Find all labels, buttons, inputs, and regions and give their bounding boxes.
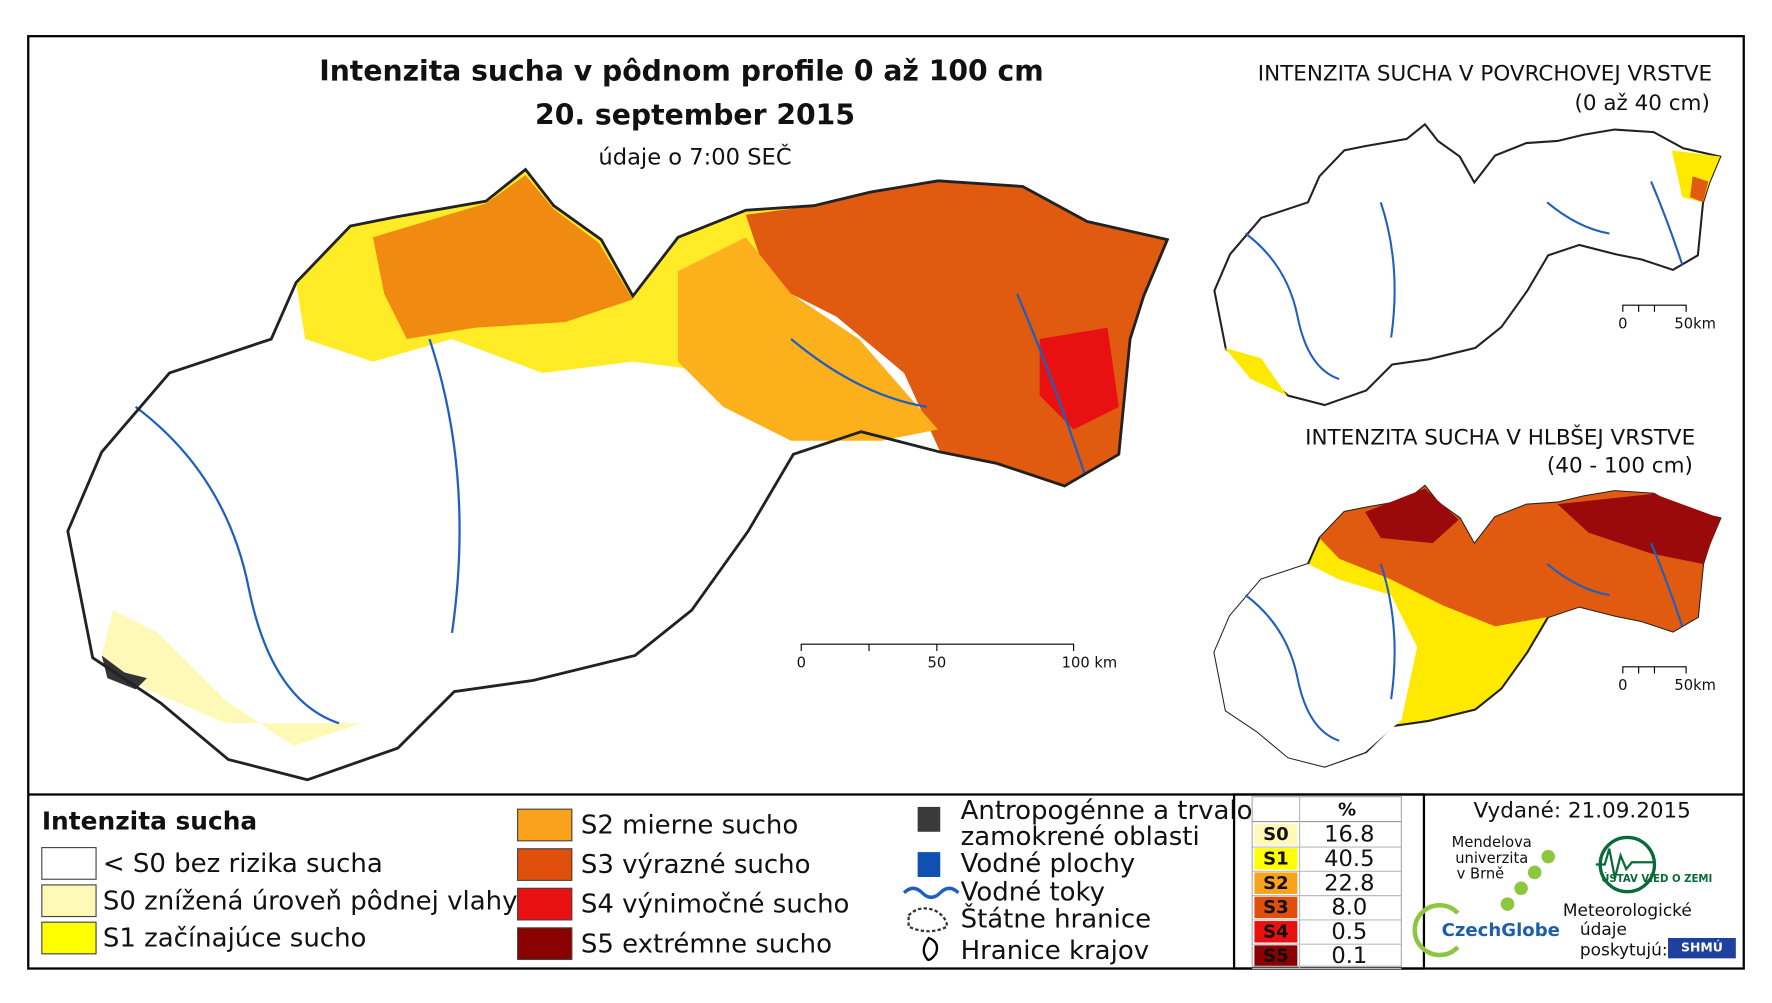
legend-label: S2 mierne sucho [581,811,798,841]
symbol-label: zamokrené oblasti [961,822,1200,852]
class-label: S4 [1263,921,1289,942]
symbol-icons [902,806,960,961]
provider-text: poskytujú: [1580,939,1668,959]
legend-label: S1 začínajúce sucho [103,924,367,954]
legend-swatch [41,921,97,955]
legend-label: S0 znížená úroveň pôdnej vlahy [103,886,518,916]
logo-text: univerzita [1455,850,1528,867]
legend-label: < S0 bez rizika sucha [103,849,383,879]
issued: Vydané: 21.09.2015 [1473,798,1690,823]
scale-label: 0 [1618,315,1627,332]
scale-label: 50 [928,654,947,671]
scale-label: 0 [797,654,806,671]
class-cell [1254,872,1298,894]
symbol-label: Vodné toky [961,877,1105,907]
map-note: údaje o 7:00 SEČ [598,143,791,171]
provider-text: Meteorologické [1563,900,1692,920]
legend-title: Intenzita sucha [42,807,257,836]
legend-swatch [41,884,97,918]
legend-label: S3 výrazné sucho [581,850,811,880]
inset-title: INTENZITA SUCHA V HLBŠEJ VRSTVE [1305,424,1695,450]
logo-text: CzechGlobe [1442,920,1560,941]
class-cell [1254,896,1298,919]
class-label: S3 [1263,897,1289,918]
scale-label: 50km [1674,315,1716,332]
logo-text: ÚSTAV VIED O ZEMI [1601,872,1712,885]
class-label: S1 [1263,848,1289,869]
scale-bar [800,304,1687,674]
percent-value: 0.5 [1331,919,1367,945]
scale-label: 0 [1618,677,1627,694]
legend-swatch [517,808,573,842]
percent-value: 0.1 [1331,943,1367,969]
logo-text: Mendelova [1452,834,1532,851]
inset-title: INTENZITA SUCHA V POVRCHOVEJ VRSTVE [1258,62,1712,87]
class-cell [1254,921,1298,943]
percent-value: 16.8 [1324,822,1374,848]
map-date: 20. september 2015 [535,98,855,131]
class-cell [1254,823,1298,846]
logo-text: v Brně [1457,866,1505,883]
inset-subtitle: (0 až 40 cm) [1575,91,1710,116]
scale-label: 50km [1674,677,1716,694]
legend-swatch [517,927,573,961]
legend-swatch [41,847,97,880]
percent-value: 22.8 [1324,870,1374,896]
symbol-label: Hranice krajov [961,936,1150,966]
percent-value: 40.5 [1324,846,1374,872]
table-header: % [1338,799,1356,820]
map-title: Intenzita sucha v pôdnom profile 0 až 10… [319,54,1044,87]
legend-swatch [517,887,573,921]
legend-label: S5 extrémne sucho [581,929,832,959]
provider-text: údaje [1580,919,1627,939]
class-label: S0 [1263,824,1289,845]
legend-label: S4 výnimočné sucho [581,890,850,920]
symbol-label: Štátne hranice [961,901,1152,934]
percent-value: 8.0 [1331,895,1367,921]
inset-bottom-map [1213,484,1722,768]
class-cell [1254,945,1298,967]
inset-top-map [1213,123,1722,407]
symbol-label: Vodné plochy [961,849,1136,879]
legend-swatch [517,848,573,881]
class-label: S5 [1263,946,1289,967]
class-label: S2 [1263,873,1289,894]
class-cell [1254,848,1298,870]
table-border [1251,796,1402,967]
scale-label: 100 km [1062,654,1118,671]
logo-text: SHMÚ [1681,940,1723,955]
inset-subtitle: (40 - 100 cm) [1547,454,1693,479]
logos [1412,835,1736,959]
main-map [66,168,1169,782]
symbol-label: Antropogénne a trvalo [961,796,1253,826]
